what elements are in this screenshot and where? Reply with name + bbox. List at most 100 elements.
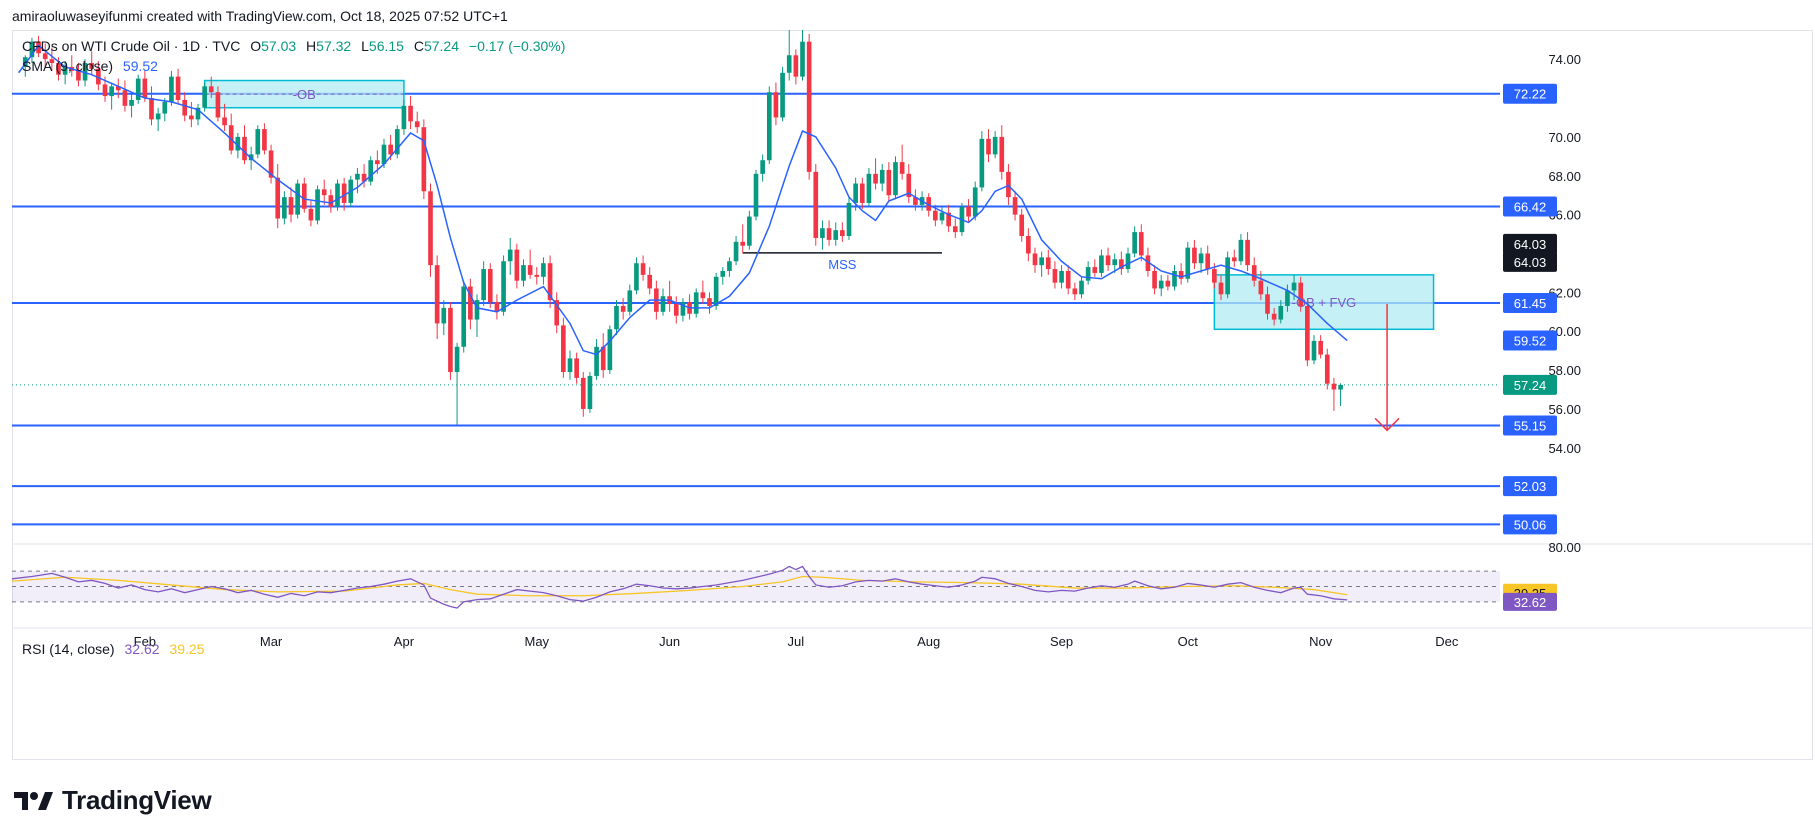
candle-body[interactable] <box>680 302 686 316</box>
candle-body[interactable] <box>727 261 732 271</box>
candle-body[interactable] <box>175 76 181 100</box>
price-badge[interactable] <box>1503 415 1557 436</box>
candle-body[interactable] <box>760 160 765 174</box>
candle-body[interactable] <box>468 286 473 320</box>
candle-body[interactable] <box>939 212 945 221</box>
candle-body[interactable] <box>1165 280 1171 287</box>
order-block-zone[interactable] <box>203 79 405 109</box>
candle-body[interactable] <box>321 189 327 196</box>
candle-body[interactable] <box>786 55 792 73</box>
candle-body[interactable] <box>96 68 101 85</box>
candle-body[interactable] <box>381 144 387 165</box>
candle-body[interactable] <box>182 99 188 116</box>
rsi-badge[interactable] <box>1503 592 1557 611</box>
candle-body[interactable] <box>561 325 566 373</box>
candle-body[interactable] <box>587 375 593 409</box>
candle-body[interactable] <box>361 173 367 182</box>
candle-body[interactable] <box>202 86 207 108</box>
candle-body[interactable] <box>766 92 772 161</box>
candle-body[interactable] <box>554 300 560 326</box>
candle-body[interactable] <box>155 113 161 120</box>
candle-body[interactable] <box>933 210 938 221</box>
candle-body[interactable] <box>866 173 872 203</box>
candle-body[interactable] <box>886 169 892 196</box>
candle-body[interactable] <box>1052 269 1058 283</box>
candle-body[interactable] <box>780 72 785 118</box>
candle-body[interactable] <box>1278 305 1284 320</box>
candle-body[interactable] <box>1099 255 1104 273</box>
candle-body[interactable] <box>474 300 480 320</box>
candle-body[interactable] <box>89 63 95 69</box>
candle-body[interactable] <box>1032 253 1038 266</box>
candle-body[interactable] <box>494 302 500 312</box>
candle-body[interactable] <box>1218 282 1224 295</box>
candle-body[interactable] <box>1079 280 1084 295</box>
rsi-line[interactable] <box>11 565 1348 609</box>
candle-body[interactable] <box>992 136 998 155</box>
candle-body[interactable] <box>1198 253 1204 264</box>
candle-body[interactable] <box>853 183 858 203</box>
candle-body[interactable] <box>753 173 759 217</box>
candle-body[interactable] <box>1092 267 1098 273</box>
candle-body[interactable] <box>42 53 48 60</box>
candle-body[interactable] <box>255 129 261 155</box>
candle-body[interactable] <box>481 269 486 301</box>
candle-body[interactable] <box>1298 282 1304 306</box>
candle-body[interactable] <box>1119 259 1124 270</box>
candle-body[interactable] <box>301 183 307 209</box>
candle-body[interactable] <box>800 41 805 77</box>
candle-body[interactable] <box>820 228 825 238</box>
candle-body[interactable] <box>873 173 878 184</box>
candle-body[interactable] <box>999 136 1005 172</box>
price-badge[interactable] <box>1503 293 1557 314</box>
candle-body[interactable] <box>966 206 971 217</box>
chart-frame[interactable] <box>12 30 1813 760</box>
rsi-ma-line[interactable] <box>11 575 1348 597</box>
candle-body[interactable] <box>29 41 35 58</box>
candle-body[interactable] <box>1152 270 1157 289</box>
candle-body[interactable] <box>514 249 520 281</box>
candle-body[interactable] <box>1331 383 1337 390</box>
candle-body[interactable] <box>408 105 413 122</box>
price-badge[interactable] <box>1503 83 1557 104</box>
rsi-legend[interactable]: RSI (14, close) 32.62 39.25 <box>22 641 204 657</box>
candle-body[interactable] <box>547 263 553 301</box>
candle-body[interactable] <box>879 169 885 184</box>
candle-body[interactable] <box>986 138 991 155</box>
candle-body[interactable] <box>441 307 447 324</box>
candle-body[interactable] <box>454 346 460 373</box>
candle-body[interactable] <box>713 276 719 306</box>
candle-body[interactable] <box>906 173 912 198</box>
candle-body[interactable] <box>414 121 420 128</box>
candle-body[interactable] <box>129 99 134 106</box>
candle-body[interactable] <box>747 216 752 246</box>
candle-body[interactable] <box>328 195 334 207</box>
candle-body[interactable] <box>335 183 340 207</box>
candle-body[interactable] <box>1132 232 1137 254</box>
candle-body[interactable] <box>574 358 579 378</box>
candle-body[interactable] <box>1338 384 1343 390</box>
candle-body[interactable] <box>262 129 267 151</box>
candle-body[interactable] <box>1258 280 1264 295</box>
candle-body[interactable] <box>700 292 706 299</box>
candle-body[interactable] <box>1305 305 1310 361</box>
candle-body[interactable] <box>1138 232 1144 256</box>
candle-body[interactable] <box>388 144 393 155</box>
candle-body[interactable] <box>434 265 440 324</box>
candle-body[interactable] <box>620 305 626 312</box>
candle-body[interactable] <box>647 274 653 289</box>
candle-body[interactable] <box>195 107 201 120</box>
candle-body[interactable] <box>1291 282 1297 291</box>
candle-body[interactable] <box>448 307 453 373</box>
candle-body[interactable] <box>341 183 347 203</box>
candle-body[interactable] <box>946 212 951 227</box>
candle-body[interactable] <box>215 92 221 118</box>
candle-body[interactable] <box>1072 288 1078 295</box>
candle-body[interactable] <box>640 263 646 275</box>
candle-body[interactable] <box>275 177 281 219</box>
candle-body[interactable] <box>859 183 865 203</box>
candle-body[interactable] <box>1145 255 1151 271</box>
candle-body[interactable] <box>1311 340 1317 361</box>
candle-body[interactable] <box>295 183 300 215</box>
candle-body[interactable] <box>1265 294 1270 314</box>
